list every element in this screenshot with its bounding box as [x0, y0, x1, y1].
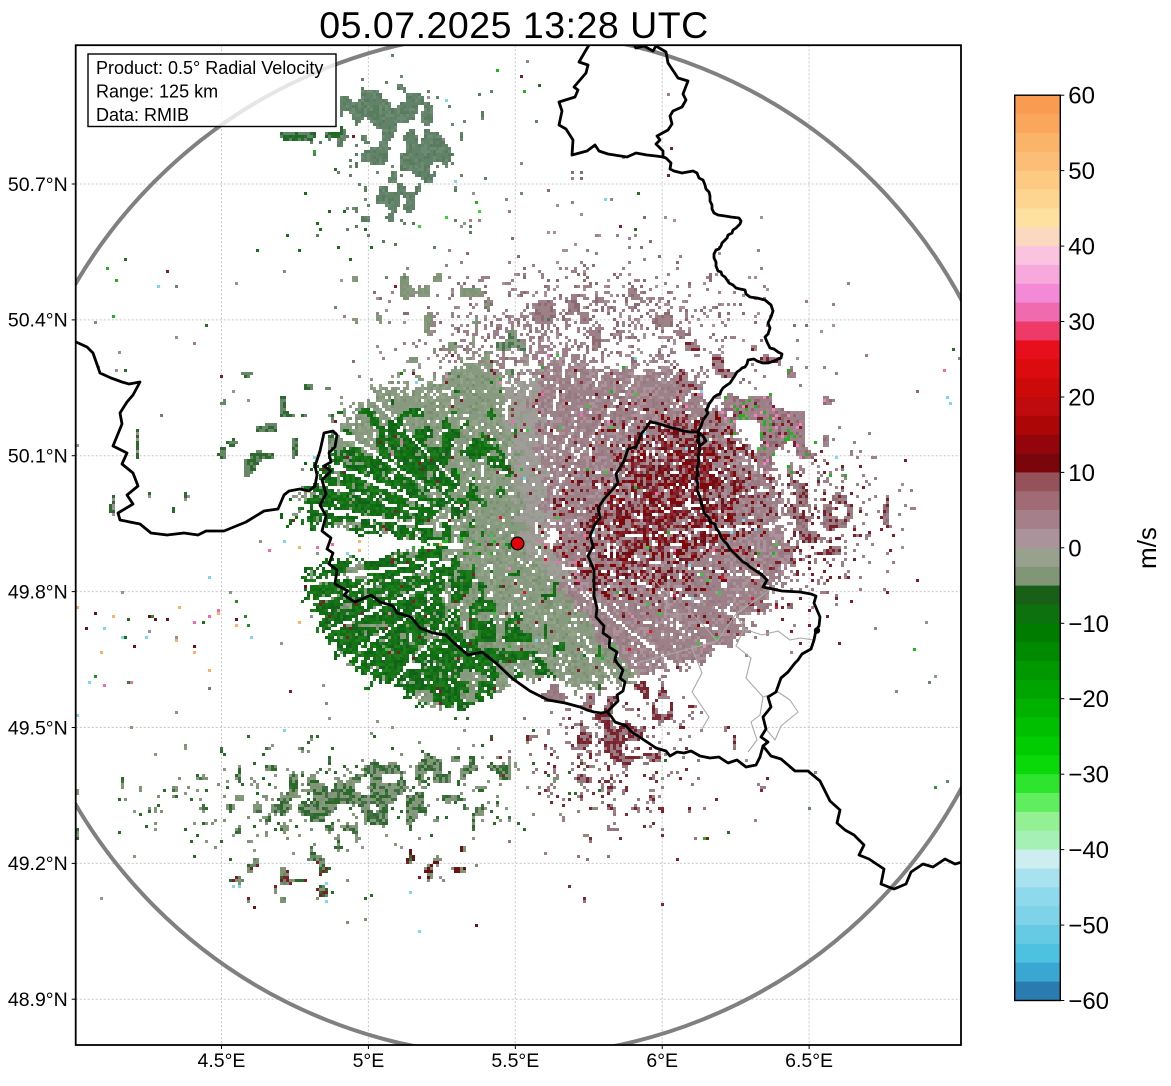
svg-text:6°E: 6°E — [646, 1050, 678, 1072]
svg-text:−50: −50 — [1068, 913, 1109, 940]
svg-text:30: 30 — [1068, 309, 1095, 336]
svg-text:Data: RMIB: Data: RMIB — [96, 105, 189, 125]
svg-text:05.07.2025 13:28 UTC: 05.07.2025 13:28 UTC — [319, 4, 708, 46]
svg-text:−60: −60 — [1068, 988, 1109, 1015]
svg-text:Range: 125 km: Range: 125 km — [96, 82, 218, 102]
svg-text:−10: −10 — [1068, 611, 1109, 638]
svg-text:6.5°E: 6.5°E — [785, 1050, 833, 1072]
svg-text:49.2°N: 49.2°N — [8, 853, 68, 875]
svg-text:50: 50 — [1068, 158, 1095, 185]
svg-text:49.8°N: 49.8°N — [8, 581, 68, 603]
svg-text:40: 40 — [1068, 234, 1095, 261]
svg-text:Product: 0.5° Radial Velocity: Product: 0.5° Radial Velocity — [96, 58, 323, 78]
svg-text:48.9°N: 48.9°N — [8, 989, 68, 1011]
svg-text:50.4°N: 50.4°N — [8, 310, 68, 332]
svg-text:20: 20 — [1068, 385, 1095, 412]
svg-text:50.1°N: 50.1°N — [8, 446, 68, 468]
svg-text:4.5°E: 4.5°E — [198, 1050, 246, 1072]
svg-text:0: 0 — [1068, 535, 1081, 562]
svg-text:10: 10 — [1068, 460, 1095, 487]
svg-text:49.5°N: 49.5°N — [8, 717, 68, 739]
svg-text:−40: −40 — [1068, 837, 1109, 864]
svg-text:60: 60 — [1068, 83, 1095, 110]
svg-text:−30: −30 — [1068, 762, 1109, 789]
svg-text:−20: −20 — [1068, 686, 1109, 713]
svg-text:50.7°N: 50.7°N — [8, 174, 68, 196]
svg-text:m/s: m/s — [1132, 527, 1162, 569]
svg-text:5.5°E: 5.5°E — [491, 1050, 539, 1072]
svg-text:5°E: 5°E — [353, 1050, 385, 1072]
